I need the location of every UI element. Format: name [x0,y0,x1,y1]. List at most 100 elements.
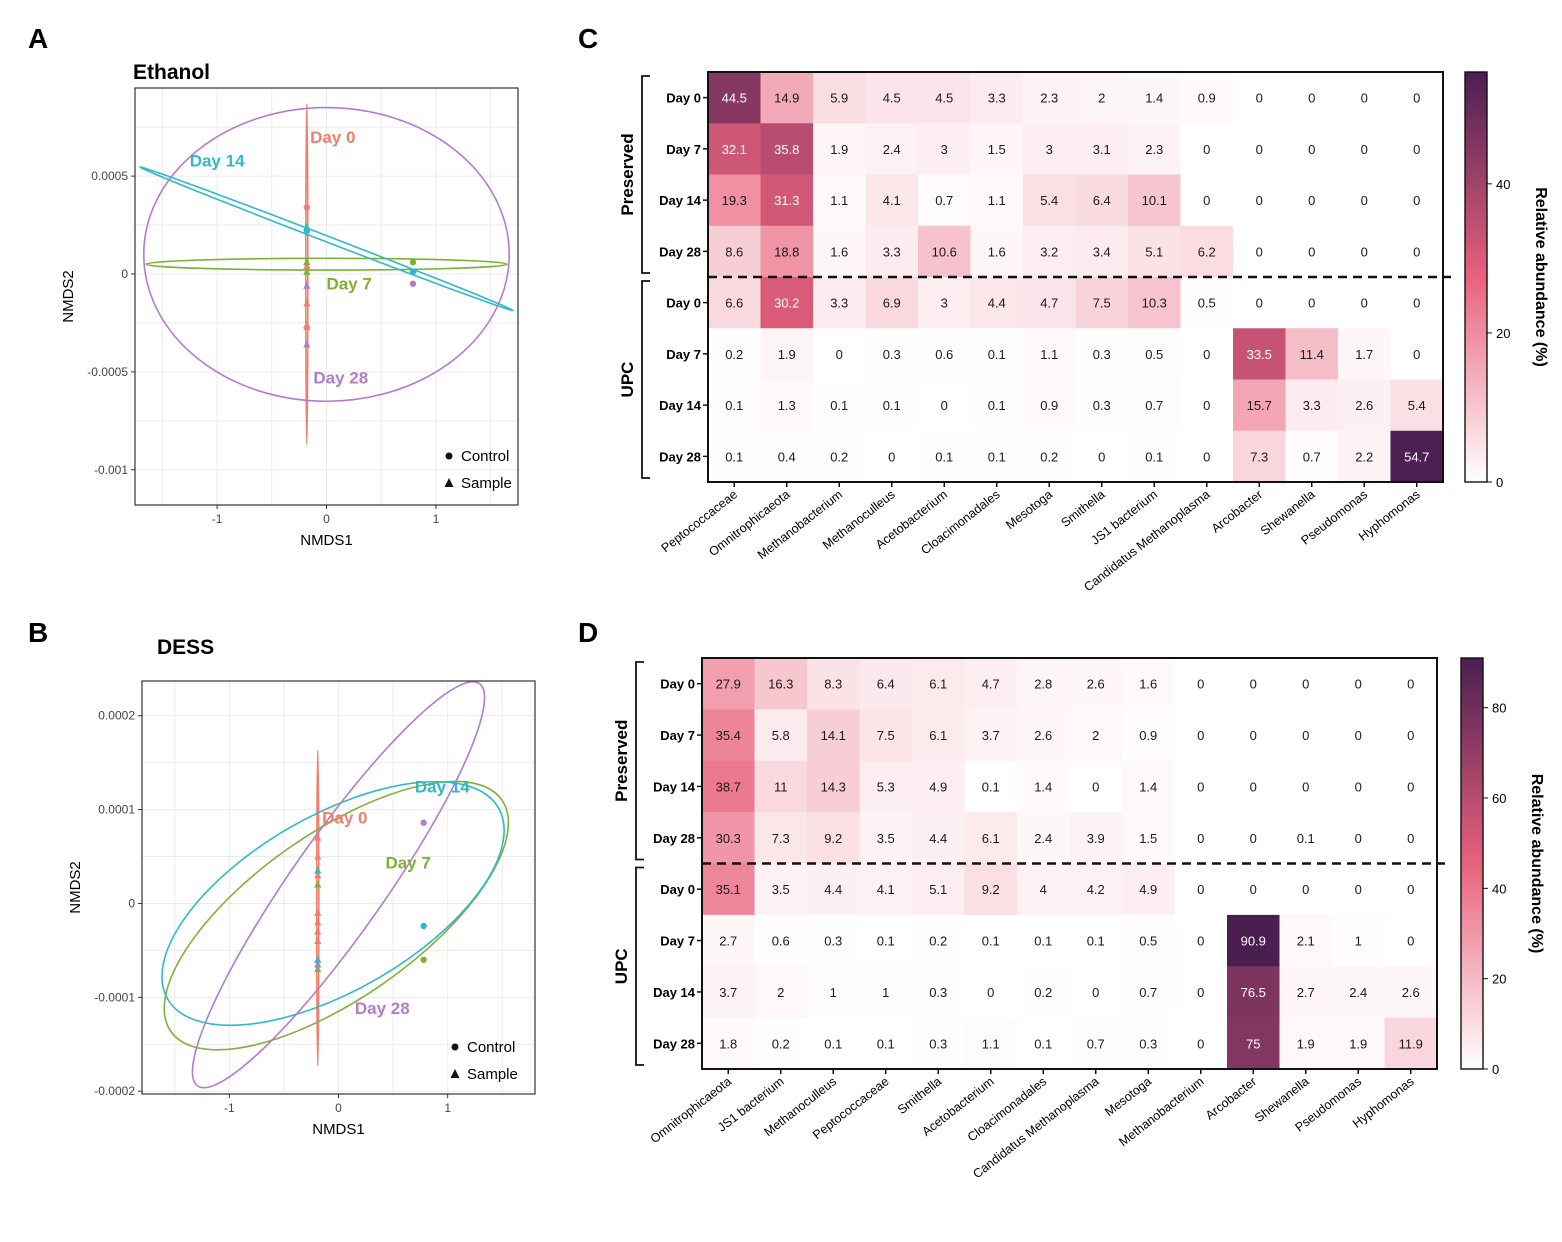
heatmap-cell [1128,430,1181,483]
y-tick-label: 0 [121,267,128,281]
panel-letter-b: B [28,617,48,648]
cell-value-label: 2.6 [1034,728,1052,743]
colorbar [1464,71,1488,483]
point-sample-day28 [303,340,311,348]
heatmap-cell [918,174,971,227]
cell-value-label: 0 [1197,831,1204,846]
point-sample-day14 [314,866,322,874]
ellipse-day28 [142,106,511,403]
column-label: Mesotoga [1102,1074,1154,1119]
cell-value-label: 0.2 [1034,985,1052,1000]
cell-value-label: 0 [1302,677,1309,692]
heatmap-cell [918,328,971,380]
heatmap-cell [1390,328,1444,380]
cell-value-label: 0 [836,347,843,362]
cell-value-label: 0 [1250,831,1257,846]
heatmap-cell [708,72,761,124]
cell-value-label: 3 [1046,142,1053,157]
cell-value-label: 6.4 [1093,193,1111,208]
cell-value-label: 1.3 [778,398,796,413]
ellipse-day7 [163,780,510,1051]
heatmap-cell [912,709,965,762]
legend-label: Control [467,1039,515,1056]
cell-value-label: 35.1 [716,882,741,897]
x-tick-label: 1 [433,512,440,526]
cell-value-label: 0.1 [1145,449,1163,464]
cell-value-label: 0 [1407,882,1414,897]
y-tick-label: 0 [128,896,135,910]
heatmap-cell [813,328,866,380]
cell-value-label: 0.7 [1303,449,1321,464]
cell-value-label: 6.2 [1198,244,1216,259]
heatmap-cell [1180,430,1234,483]
heatmap-cell [859,914,913,967]
cell-value-label: 0 [1361,91,1368,106]
cell-value-label: 8.6 [725,244,743,259]
heatmap-cell [1279,812,1333,864]
cell-value-label: 30.2 [774,296,799,311]
cell-value-label: 0 [1355,779,1362,794]
cell-value-label: 0 [1197,934,1204,949]
heatmap-cell [1174,658,1228,710]
heatmap-cell [1180,328,1234,380]
cell-value-label: 6.1 [982,831,1000,846]
cell-value-label: 1 [830,985,837,1000]
cell-value-label: 1.4 [1145,91,1163,106]
point-sample-day14 [303,223,311,230]
cell-value-label: 4.1 [883,193,901,208]
heatmap-cell [859,812,913,864]
heatmap-cell [1233,430,1286,483]
cell-value-label: 0 [1197,728,1204,743]
cell-value-label: 1.1 [988,193,1006,208]
heatmap-cell [1069,966,1123,1018]
heatmap-cell [702,914,755,967]
cell-value-label: 0.9 [1040,398,1058,413]
cell-value-label: 0 [1203,347,1210,362]
point-sample-day0 [314,908,322,916]
heatmap-cell [1180,379,1234,432]
y-tick-label: 0.0001 [98,803,135,817]
cell-value-label: 0.3 [929,985,947,1000]
heatmap-cell [1017,709,1070,762]
heatmap-cell [813,225,866,278]
cell-value-label: 0.2 [725,347,743,362]
group-bracket [635,866,644,1066]
cell-value-label: 0.5 [1139,934,1157,949]
heatmap-cell [1023,174,1076,227]
point-sample-day28 [303,281,311,289]
heatmap-cell [702,1017,755,1070]
x-tick-label: 0 [323,512,330,526]
colorbar-label: Relative abundance (%) [1528,774,1545,954]
heatmap-cell [1233,72,1286,124]
cell-value-label: 2.3 [1040,91,1058,106]
heatmap-cell [1332,966,1385,1018]
heatmap-cell [754,863,808,916]
cell-value-label: 44.5 [722,91,747,106]
heatmap-cell [970,277,1024,329]
heatmap-cell [865,174,919,227]
heatmap-cell [760,379,814,432]
cell-value-label: 3.2 [1040,244,1058,259]
heatmap-cell [912,914,965,967]
heatmap-cell [918,379,971,432]
cell-value-label: 3 [941,296,948,311]
cell-value-label: 0.1 [988,449,1006,464]
heatmap-cell [912,812,965,864]
cell-value-label: 2.4 [1034,831,1052,846]
heatmap-cell [1285,123,1339,175]
heatmap-cell [1279,863,1333,916]
heatmap-cell [1174,709,1228,762]
colorbar-tick-label: 0 [1492,1062,1499,1077]
cell-value-label: 0 [1308,142,1315,157]
heatmap-cell [1227,863,1280,916]
cell-value-label: 0 [1308,244,1315,259]
heatmap-cell [1174,812,1228,864]
heatmap-cell [1390,430,1444,483]
ellipse-day0 [315,749,320,1067]
cell-value-label: 0 [1256,142,1263,157]
heatmap-cell [859,709,913,762]
heatmap-cell [859,658,913,710]
heatmap-cell [702,709,755,762]
heatmap-cell [859,863,913,916]
